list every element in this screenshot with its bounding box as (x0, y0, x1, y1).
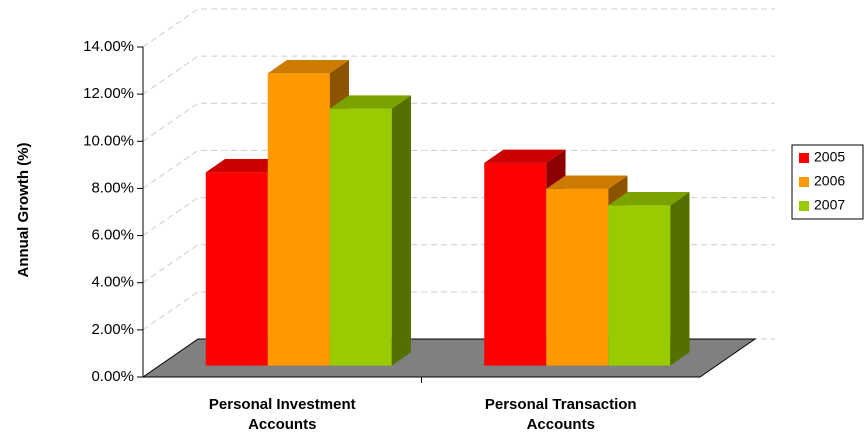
bar-side (670, 192, 690, 366)
bar-top (205, 159, 287, 173)
x-tick-label: Personal Investment Accounts (208, 396, 356, 433)
y-axis-label: Annual Growth (%) (15, 143, 32, 278)
grid-line (142, 55, 775, 95)
y-tick-label: 6.00% (91, 227, 134, 244)
y-tick-label: 0.00% (91, 368, 134, 385)
y-tick-label: 8.00% (91, 179, 134, 196)
bar (608, 205, 671, 366)
bar-top (329, 95, 411, 109)
legend-label: 2007 (814, 197, 845, 213)
y-tick-label: 12.00% (83, 85, 134, 102)
grid-line (142, 102, 775, 142)
legend-swatch (799, 177, 809, 187)
x-tick-label: Personal Transaction Accounts (484, 396, 637, 433)
y-tick-label: 10.00% (83, 132, 134, 149)
legend-label: 2006 (814, 173, 845, 189)
bar (546, 188, 609, 366)
bar-top (546, 175, 628, 189)
bar-side (391, 95, 411, 366)
bar (484, 162, 547, 366)
bar-top (267, 60, 349, 74)
legend-swatch (799, 153, 809, 163)
grid-line (142, 8, 775, 48)
legend-label: 2005 (814, 149, 845, 165)
grid-line (142, 149, 775, 189)
y-tick-label: 2.00% (91, 321, 134, 338)
y-tick-label: 14.00% (83, 38, 134, 55)
bar-top (608, 192, 690, 206)
legend-swatch (799, 201, 809, 211)
bar (205, 172, 268, 366)
y-tick-label: 4.00% (91, 274, 134, 291)
bar-top (484, 149, 566, 163)
bar (267, 73, 330, 366)
bar (329, 108, 392, 366)
